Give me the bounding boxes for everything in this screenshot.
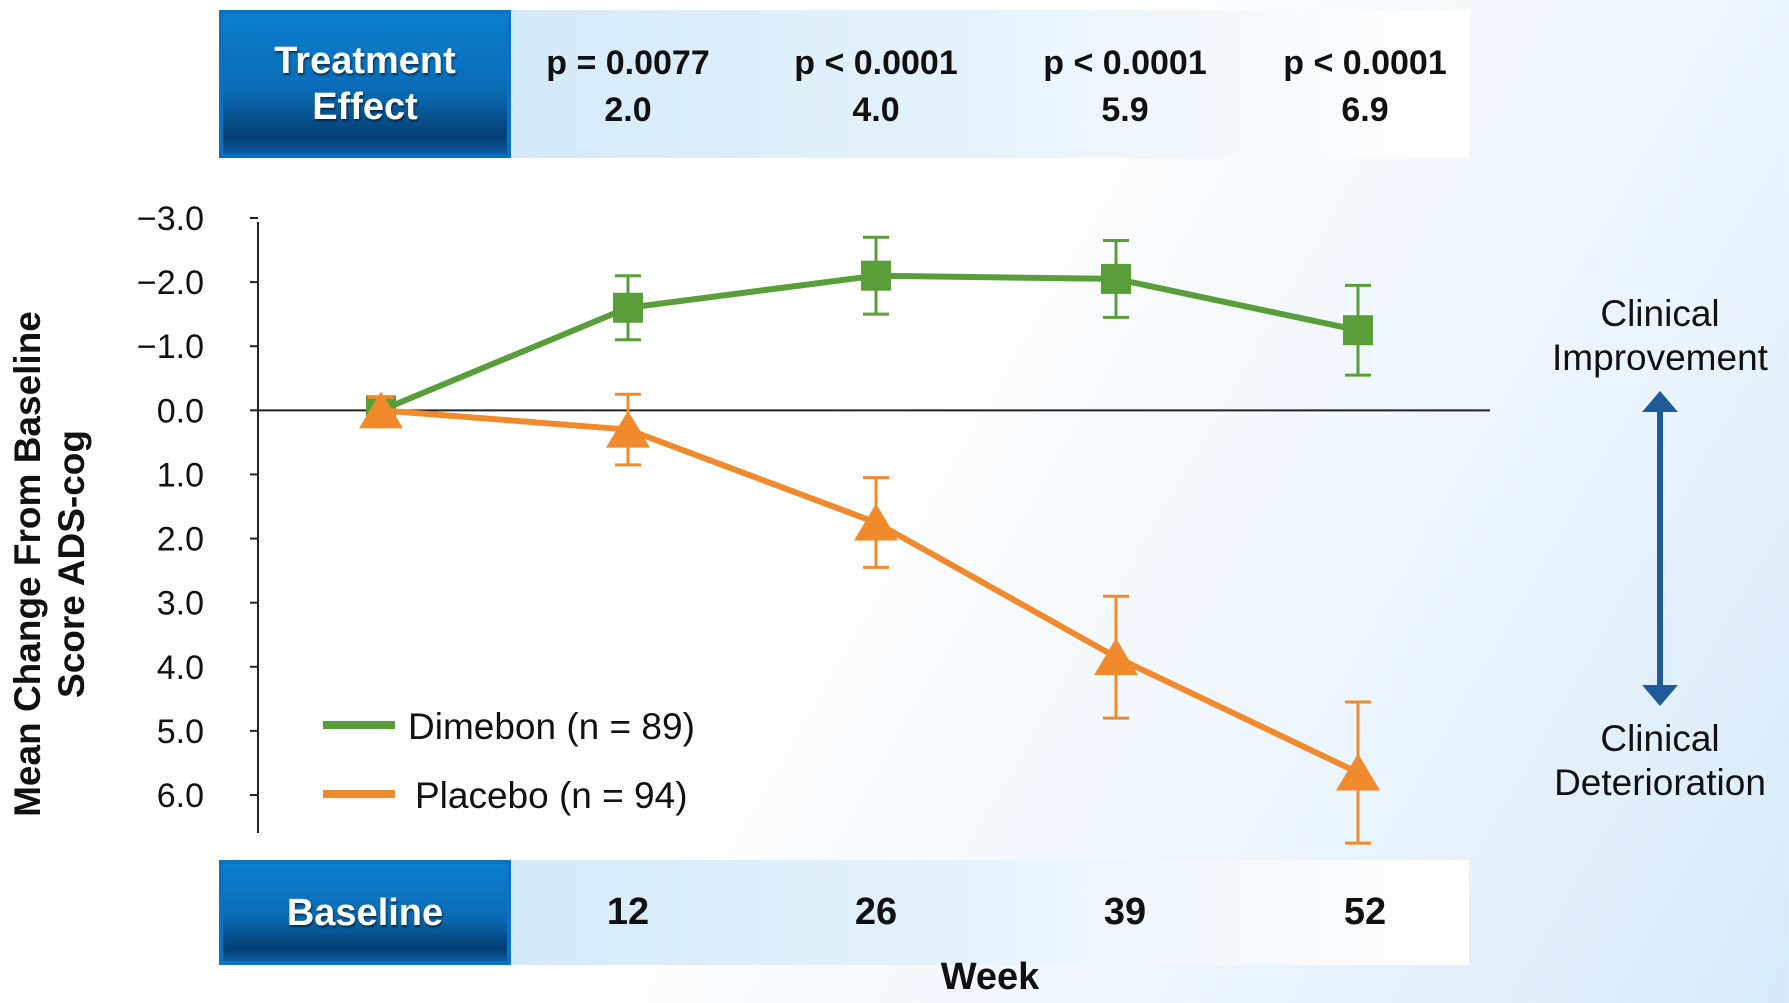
week-band: Baseline 12 26 39 52	[219, 860, 1469, 965]
deterioration-line2: Deterioration	[1554, 762, 1766, 803]
treatment-effect-label-line1: Treatment	[274, 40, 456, 82]
y-tick-label: −1.0	[137, 328, 204, 366]
y-tick-label: 3.0	[157, 585, 204, 623]
effect-value: 4.0	[852, 91, 900, 129]
p-value: p < 0.0001	[794, 44, 958, 82]
legend-label: Placebo (n = 94)	[415, 775, 688, 816]
improvement-line1: Clinical	[1600, 293, 1720, 334]
data-point	[854, 503, 898, 541]
y-tick-label: 0.0	[157, 392, 204, 430]
treatment-effect-week-12: p = 0.0077 2.0	[518, 40, 738, 134]
y-tick-label: −3.0	[137, 200, 204, 238]
data-point	[861, 260, 891, 291]
baseline-label: Baseline	[219, 860, 511, 965]
y-tick-label: −2.0	[137, 264, 204, 302]
deterioration-line1: Clinical	[1600, 718, 1720, 759]
clinical-improvement-label: Clinical Improvement	[1530, 292, 1789, 380]
treatment-effect-label-line2: Effect	[312, 86, 418, 128]
p-value: p < 0.0001	[1043, 44, 1207, 82]
y-tick-label: 1.0	[157, 456, 204, 494]
data-point	[1101, 263, 1131, 294]
x-tick-label: 26	[854, 891, 898, 933]
y-tick-label: 6.0	[157, 777, 204, 815]
data-point	[1336, 753, 1380, 791]
treatment-effect-week-26: p < 0.0001 4.0	[766, 40, 986, 134]
series-line	[379, 272, 1359, 414]
x-tick-label: 39	[1103, 891, 1147, 933]
x-tick-label: 12	[606, 891, 650, 933]
data-point	[606, 410, 650, 448]
x-axis-label: Week	[940, 956, 1040, 998]
y-tick-label: 4.0	[157, 649, 204, 687]
data-point	[613, 292, 643, 323]
treatment-effect-label: Treatment Effect	[219, 10, 511, 158]
data-point	[359, 391, 403, 429]
treatment-effect-week-39: p < 0.0001 5.9	[1015, 40, 1235, 134]
arrow-down-head	[1642, 685, 1678, 706]
arrow-up-head	[1642, 391, 1678, 412]
y-tick-label: 5.0	[157, 713, 204, 751]
treatment-effect-band: Treatment Effect p = 0.0077 2.0 p < 0.00…	[219, 10, 1469, 158]
effect-value: 6.9	[1341, 91, 1389, 129]
data-point	[1094, 638, 1138, 676]
improvement-line2: Improvement	[1552, 337, 1768, 378]
effect-value: 2.0	[604, 91, 652, 129]
data-point	[1343, 315, 1373, 346]
effect-value: 5.9	[1101, 91, 1149, 129]
legend-label: Dimebon (n = 89)	[408, 706, 695, 747]
treatment-effect-week-52: p < 0.0001 6.9	[1255, 40, 1475, 134]
y-tick-label: 2.0	[157, 521, 204, 559]
x-tick-label: 52	[1343, 891, 1387, 933]
p-value: p < 0.0001	[1283, 44, 1447, 82]
clinical-deterioration-label: Clinical Deterioration	[1530, 717, 1789, 805]
p-value: p = 0.0077	[546, 44, 710, 82]
